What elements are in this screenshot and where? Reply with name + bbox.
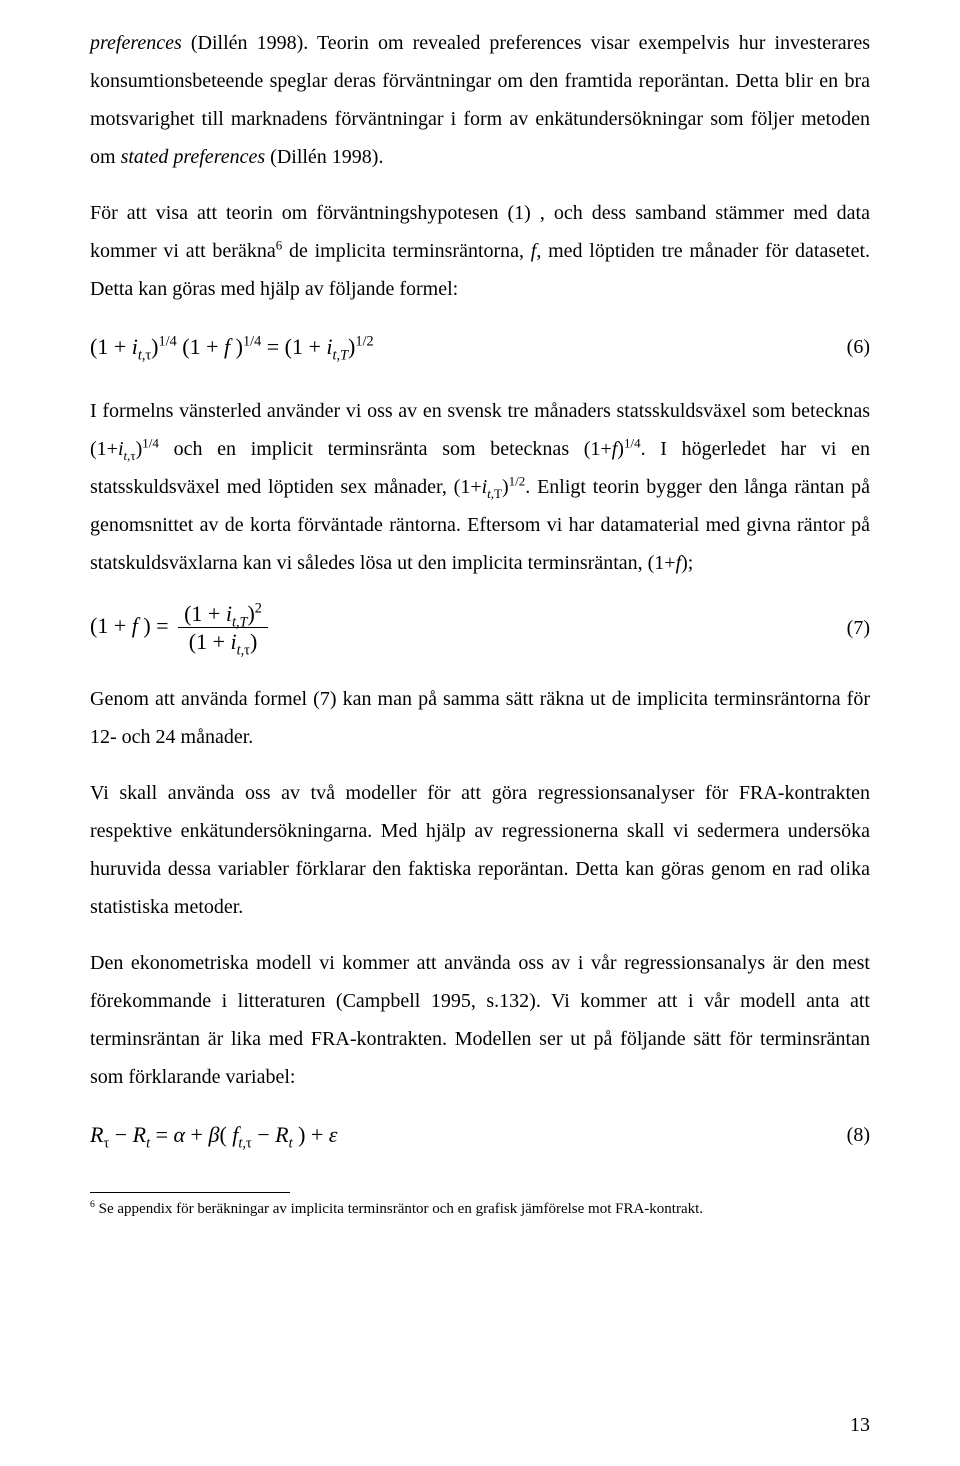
equation-8-body: Rτ − Rt = α + β( ft,τ − Rt ) + ε	[90, 1114, 337, 1156]
paragraph-3: I formelns vänsterled använder vi oss av…	[90, 392, 870, 582]
text: de implicita terminsräntorna,	[282, 240, 531, 262]
footnote-rule	[90, 1192, 290, 1193]
equation-7-body: (1 + f ) = (1 + it,T)2 (1 + it,τ)	[90, 600, 272, 656]
page-number: 13	[850, 1406, 870, 1444]
equation-7-number: (7)	[823, 609, 870, 647]
paragraph-4: Genom att använda formel (7) kan man på …	[90, 680, 870, 756]
footnote-text: Se appendix för beräkningar av implicita…	[95, 1201, 703, 1217]
italic-term: preferences	[90, 32, 182, 54]
paragraph-5: Vi skall använda oss av två modeller för…	[90, 774, 870, 926]
equation-6: (1 + it,τ)1/4 (1 + f )1/4 = (1 + it,T)1/…	[90, 326, 870, 368]
paragraph-1: preferences (Dillén 1998). Teorin om rev…	[90, 24, 870, 176]
equation-7: (1 + f ) = (1 + it,T)2 (1 + it,τ) (7)	[90, 600, 870, 656]
paragraph-2: För att visa att teorin om förväntningsh…	[90, 194, 870, 308]
superscript: 1/2	[509, 473, 526, 488]
equation-6-number: (6)	[823, 328, 870, 366]
equation-8-number: (8)	[823, 1116, 870, 1154]
subscript: t,τ	[124, 448, 136, 463]
subscript: t,T	[487, 486, 502, 501]
equation-6-body: (1 + it,τ)1/4 (1 + f )1/4 = (1 + it,T)1/…	[90, 326, 374, 368]
superscript: 1/4	[142, 435, 159, 450]
italic-term: stated preferences	[121, 146, 266, 168]
footnote-6: 6 Se appendix för beräkningar av implici…	[90, 1199, 870, 1220]
text: )	[502, 476, 509, 498]
paragraph-6: Den ekonometriska modell vi kommer att a…	[90, 944, 870, 1096]
text: );	[681, 552, 693, 574]
text: )	[617, 438, 624, 460]
text: och en implicit terminsränta som beteckn…	[159, 438, 612, 460]
text: (Dillén 1998).	[265, 146, 383, 168]
equation-8: Rτ − Rt = α + β( ft,τ − Rt ) + ε (8)	[90, 1114, 870, 1156]
superscript: 1/4	[624, 435, 641, 450]
